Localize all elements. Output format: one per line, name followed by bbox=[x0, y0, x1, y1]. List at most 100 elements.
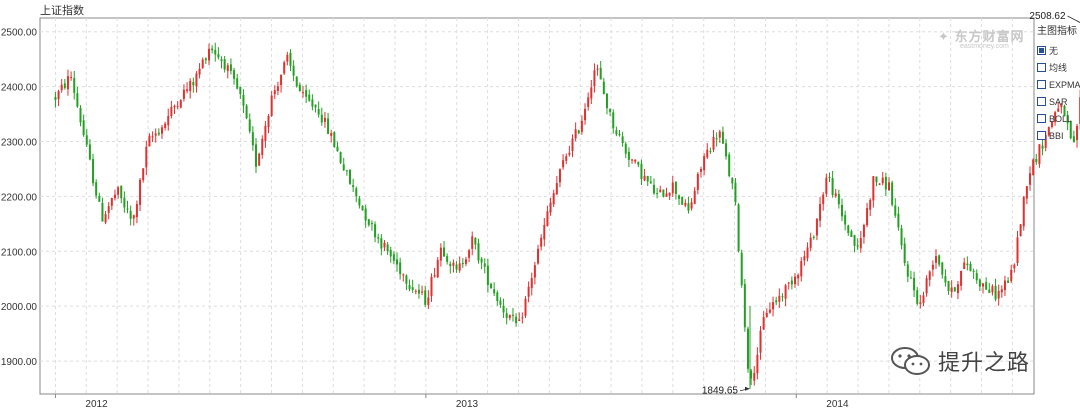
indicator-option[interactable]: EXPMA bbox=[1037, 76, 1080, 93]
candle-body bbox=[433, 275, 436, 277]
candle-body bbox=[900, 228, 903, 246]
y-tick-label: 2200.00 bbox=[1, 192, 38, 203]
candle-body bbox=[267, 115, 270, 128]
candle-body bbox=[60, 84, 63, 91]
candle-body bbox=[280, 74, 283, 86]
candle-body bbox=[991, 286, 994, 293]
candle-body bbox=[969, 263, 972, 272]
checkbox-icon[interactable] bbox=[1037, 131, 1046, 140]
candle-body bbox=[725, 143, 728, 157]
candle-body bbox=[377, 237, 380, 239]
candle-body bbox=[1066, 115, 1069, 124]
candle-body bbox=[916, 290, 919, 304]
annotations: 2508.62 1849.65 bbox=[702, 11, 1080, 397]
candle-body bbox=[490, 283, 493, 288]
indicator-option-label: 无 bbox=[1049, 46, 1059, 56]
candle-body bbox=[841, 205, 844, 217]
candle-body bbox=[189, 80, 192, 92]
candle-body bbox=[264, 125, 267, 141]
candle-body bbox=[117, 187, 120, 195]
candle-body bbox=[1038, 144, 1041, 165]
checkbox-icon[interactable] bbox=[1037, 114, 1046, 123]
candle-body bbox=[389, 249, 392, 257]
candle-body bbox=[631, 159, 634, 161]
candle-body bbox=[186, 89, 189, 91]
candle-body bbox=[392, 254, 395, 261]
candle-body bbox=[477, 243, 480, 261]
indicator-option[interactable]: SAR bbox=[1037, 93, 1080, 110]
candle-body bbox=[853, 235, 856, 246]
candle-body bbox=[446, 256, 449, 262]
candle-body bbox=[204, 58, 207, 61]
candle-body bbox=[784, 285, 787, 299]
candle-body bbox=[160, 127, 163, 134]
checkbox-icon[interactable] bbox=[1037, 97, 1046, 106]
candle-body bbox=[508, 314, 511, 319]
candle-body bbox=[327, 118, 330, 134]
indicator-option[interactable]: BOLL bbox=[1037, 110, 1080, 127]
candle-body bbox=[866, 207, 869, 226]
candle-body bbox=[229, 64, 232, 71]
checkbox-icon[interactable] bbox=[1037, 80, 1046, 89]
candle-body bbox=[975, 273, 978, 281]
checkbox-icon[interactable] bbox=[1037, 63, 1046, 72]
candle-body bbox=[819, 204, 822, 221]
candle-body bbox=[396, 259, 399, 265]
candle-body bbox=[856, 245, 859, 247]
candle-body bbox=[449, 263, 452, 267]
indicator-option[interactable]: 无 bbox=[1037, 42, 1080, 59]
candle-body bbox=[928, 271, 931, 280]
candle-body bbox=[549, 202, 552, 213]
candle-body bbox=[132, 215, 135, 219]
candle-body bbox=[546, 211, 549, 227]
candle-body bbox=[602, 81, 605, 95]
candle-body bbox=[1016, 237, 1019, 263]
candle-body bbox=[527, 286, 530, 297]
candle-body bbox=[793, 276, 796, 285]
candle-body bbox=[355, 188, 358, 197]
candle-body bbox=[994, 285, 997, 300]
y-tick-label: 1900.00 bbox=[1, 357, 38, 368]
candle-body bbox=[897, 213, 900, 228]
candle-body bbox=[1022, 197, 1025, 227]
candle-body bbox=[1041, 145, 1044, 149]
candle-body bbox=[88, 144, 91, 160]
candle-body bbox=[533, 265, 536, 278]
candle-body bbox=[906, 264, 909, 277]
indicator-option[interactable]: BBI bbox=[1037, 127, 1080, 144]
candle-body bbox=[750, 370, 753, 379]
candle-body bbox=[558, 169, 561, 183]
candle-body bbox=[236, 78, 239, 89]
candle-body bbox=[217, 54, 220, 58]
candle-body bbox=[941, 262, 944, 275]
candle-body bbox=[596, 68, 599, 70]
candle-body bbox=[891, 182, 894, 205]
candle-body bbox=[1010, 269, 1013, 282]
candle-body bbox=[674, 181, 677, 194]
candle-body bbox=[762, 317, 765, 330]
indicator-option[interactable]: 均线 bbox=[1037, 59, 1080, 76]
checkbox-icon[interactable] bbox=[1037, 46, 1046, 55]
candle-body bbox=[182, 89, 185, 99]
candle-body bbox=[765, 312, 768, 318]
candle-body bbox=[223, 59, 226, 70]
candle-body bbox=[593, 70, 596, 87]
candle-body bbox=[590, 87, 593, 99]
candle-body bbox=[314, 104, 317, 108]
candle-body bbox=[198, 68, 201, 75]
candle-body bbox=[1032, 159, 1035, 176]
candle-body bbox=[515, 316, 518, 324]
candle-body bbox=[411, 287, 414, 291]
candle-body bbox=[609, 109, 612, 112]
candle-body bbox=[963, 262, 966, 270]
candle-body bbox=[678, 195, 681, 199]
candle-body bbox=[308, 94, 311, 101]
candle-body bbox=[402, 274, 405, 276]
candle-body bbox=[374, 224, 377, 238]
candle-body bbox=[800, 261, 803, 277]
candle-body bbox=[699, 168, 702, 172]
candle-body bbox=[1072, 136, 1075, 143]
candle-body bbox=[92, 159, 95, 184]
candle-body bbox=[82, 120, 85, 136]
